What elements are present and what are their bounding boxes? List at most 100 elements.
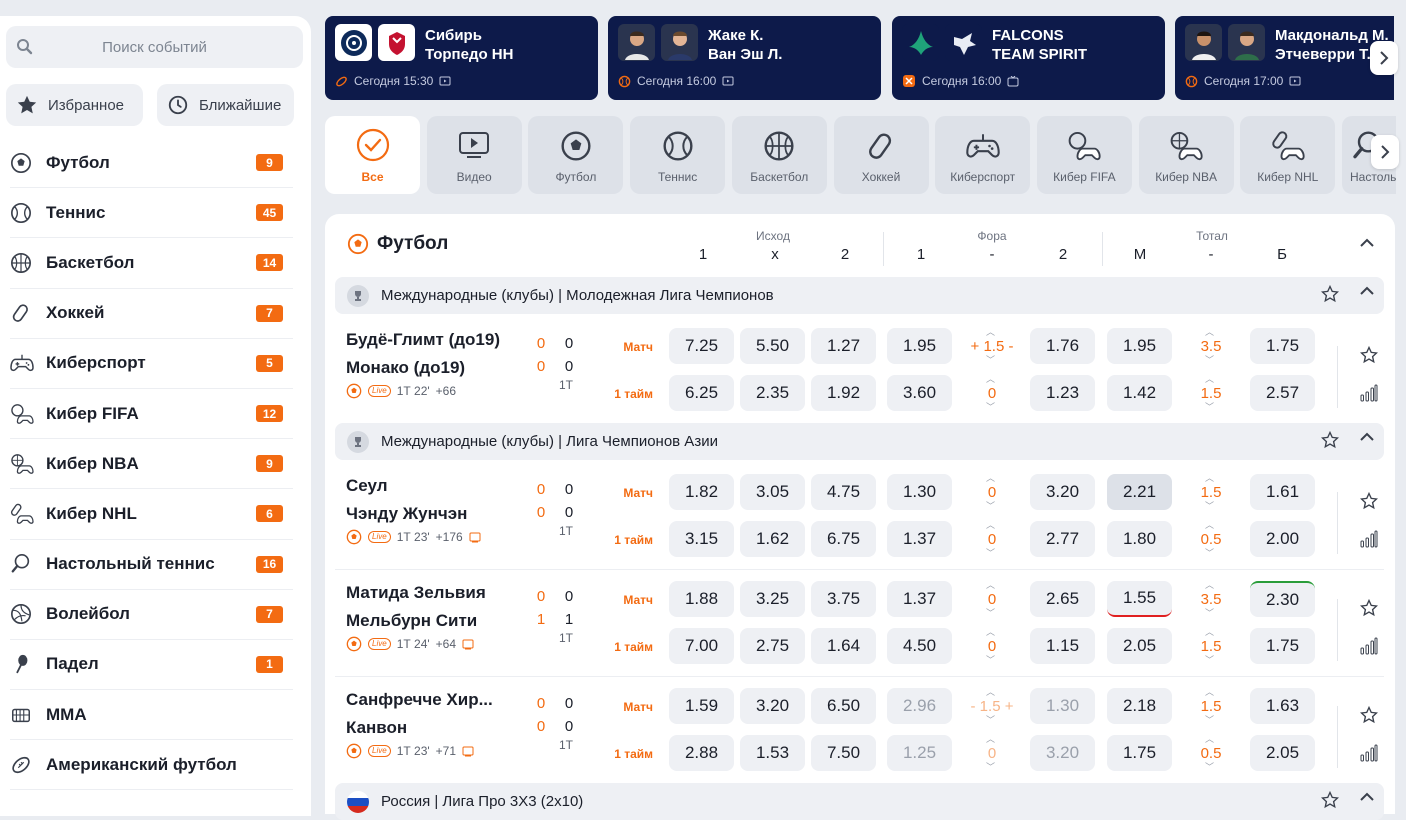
odds-button[interactable]: 3.20	[1030, 735, 1095, 771]
tab-sport[interactable]: Кибер FIFA	[1036, 116, 1132, 194]
odds-button[interactable]: 2.21	[1107, 474, 1172, 510]
odds-button[interactable]: 1.25	[887, 735, 952, 771]
star-outline-icon[interactable]	[1321, 791, 1339, 809]
odds-button[interactable]: 2.18	[1107, 688, 1172, 724]
odds-button[interactable]: 3.75	[811, 581, 876, 617]
sidebar-item-sport[interactable]: Киберспорт 5	[10, 339, 293, 389]
star-outline-icon[interactable]	[1360, 599, 1378, 617]
tabs-next-arrow[interactable]	[1371, 135, 1399, 169]
favorites-button[interactable]: Избранное	[6, 84, 143, 126]
sidebar-item-sport[interactable]: Настольный теннис 16	[10, 540, 293, 590]
odds-button[interactable]: 1.53	[740, 735, 805, 771]
odds-button[interactable]: 1.92	[811, 375, 876, 411]
team1-name[interactable]: Матида Зельвия	[346, 583, 486, 602]
odds-button[interactable]: 1.30	[887, 474, 952, 510]
odds-button[interactable]: 3.05	[740, 474, 805, 510]
odds-button[interactable]: 1.59	[669, 688, 734, 724]
odds-button[interactable]: 1.61	[1250, 474, 1315, 510]
collapse-chevron-icon[interactable]	[1360, 792, 1374, 801]
odds-button[interactable]: 1.15	[1030, 628, 1095, 664]
stats-bars-icon[interactable]	[1360, 530, 1378, 548]
odds-button[interactable]: 2.75	[740, 628, 805, 664]
tab-sport[interactable]: Теннис	[630, 116, 726, 194]
sidebar-item-sport[interactable]: Теннис 45	[10, 188, 293, 239]
odds-button[interactable]: 1.75	[1107, 735, 1172, 771]
sidebar-item-sport[interactable]: Баскетбол 14	[10, 238, 293, 289]
collapse-chevron-icon[interactable]	[1360, 432, 1374, 441]
odds-button[interactable]: 1.75	[1250, 628, 1315, 664]
odds-button[interactable]: 1.27	[811, 328, 876, 364]
team2-name[interactable]: Канвон	[346, 718, 408, 737]
tab-sport[interactable]: Баскетбол	[731, 116, 827, 194]
event-card[interactable]: Жаке К. Ван Эш Л. Сегодня 16:00	[608, 16, 881, 100]
odds-button[interactable]: 6.25	[669, 375, 734, 411]
odds-button[interactable]: 1.76	[1030, 328, 1095, 364]
odds-button[interactable]: 2.88	[669, 735, 734, 771]
star-outline-icon[interactable]	[1321, 285, 1339, 303]
tab-sport[interactable]: Все	[325, 116, 420, 194]
collapse-chevron-icon[interactable]	[1360, 238, 1374, 247]
league-header[interactable]: Международные (клубы) | Лига Чемпионов А…	[335, 423, 1384, 460]
tab-sport[interactable]: Кибер NBA	[1138, 116, 1234, 194]
odds-button[interactable]: 1.55	[1107, 581, 1172, 617]
star-outline-icon[interactable]	[1360, 346, 1378, 364]
star-outline-icon[interactable]	[1360, 492, 1378, 510]
stats-bars-icon[interactable]	[1360, 744, 1378, 762]
odds-button[interactable]: 1.37	[887, 581, 952, 617]
nearest-button[interactable]: Ближайшие	[157, 84, 294, 126]
sidebar-item-sport[interactable]: Футбол 9	[10, 138, 293, 189]
odds-button[interactable]: 3.20	[1030, 474, 1095, 510]
team1-name[interactable]: Санфречче Хир...	[346, 690, 493, 709]
odds-button[interactable]: 6.50	[811, 688, 876, 724]
odds-button[interactable]: 3.25	[740, 581, 805, 617]
odds-button[interactable]: 1.95	[887, 328, 952, 364]
sidebar-item-sport[interactable]: MMA	[10, 690, 293, 741]
team2-name[interactable]: Монако (до19)	[346, 358, 466, 377]
tab-sport[interactable]: Видео	[426, 116, 522, 194]
odds-button[interactable]: 2.65	[1030, 581, 1095, 617]
team1-name[interactable]: Сеул	[346, 476, 388, 495]
odds-button[interactable]: 1.80	[1107, 521, 1172, 557]
tab-sport[interactable]: Киберспорт	[935, 116, 1031, 194]
event-card[interactable]: FALCONS TEAM SPIRIT Сегодня 16:00	[892, 16, 1165, 100]
odds-button[interactable]: 5.50	[740, 328, 805, 364]
odds-button[interactable]: 2.05	[1250, 735, 1315, 771]
star-outline-icon[interactable]	[1360, 706, 1378, 724]
sidebar-item-sport[interactable]: Хоккей 7	[10, 289, 293, 339]
league-header[interactable]: Международные (клубы) | Молодежная Лига …	[335, 277, 1384, 314]
event-card[interactable]: Макдональд М. Этчеверри Т. Сегодня 17:00	[1175, 16, 1394, 100]
sidebar-item-sport[interactable]: Американский футбол	[10, 740, 293, 791]
team2-name[interactable]: Чэнду Жунчэн	[346, 504, 468, 523]
odds-button[interactable]: 7.25	[669, 328, 734, 364]
odds-button[interactable]: 1.64	[811, 628, 876, 664]
odds-button[interactable]: 2.30	[1250, 581, 1315, 617]
odds-button[interactable]: 1.82	[669, 474, 734, 510]
sidebar-item-sport[interactable]: Волейбол 7	[10, 590, 293, 640]
search-input[interactable]: Поиск событий	[6, 26, 303, 68]
stats-bars-icon[interactable]	[1360, 384, 1378, 402]
stats-bars-icon[interactable]	[1360, 637, 1378, 655]
tab-sport[interactable]: Футбол	[528, 116, 624, 194]
league-header[interactable]: Россия | Лига Про 3Х3 (2х10)	[335, 783, 1384, 820]
star-outline-icon[interactable]	[1321, 431, 1339, 449]
collapse-chevron-icon[interactable]	[1360, 286, 1374, 295]
odds-button[interactable]: 1.63	[1250, 688, 1315, 724]
events-next-arrow[interactable]	[1370, 41, 1398, 75]
more-markets[interactable]: +71	[435, 744, 457, 758]
team2-name[interactable]: Мельбурн Сити	[346, 611, 478, 630]
odds-button[interactable]: 3.20	[740, 688, 805, 724]
odds-button[interactable]: 2.96	[887, 688, 952, 724]
odds-button[interactable]: 1.62	[740, 521, 805, 557]
odds-button[interactable]: 3.60	[887, 375, 952, 411]
more-markets[interactable]: +66	[435, 384, 457, 398]
odds-button[interactable]: 1.42	[1107, 375, 1172, 411]
odds-button[interactable]: 1.75	[1250, 328, 1315, 364]
odds-button[interactable]: 2.77	[1030, 521, 1095, 557]
sidebar-item-sport[interactable]: Падел 1	[10, 640, 293, 691]
more-markets[interactable]: +64	[435, 637, 457, 651]
odds-button[interactable]: 2.57	[1250, 375, 1315, 411]
odds-button[interactable]: 7.00	[669, 628, 734, 664]
odds-button[interactable]: 4.75	[811, 474, 876, 510]
odds-button[interactable]: 6.75	[811, 521, 876, 557]
event-card[interactable]: Сибирь Торпедо НН Сегодня 15:30	[325, 16, 598, 100]
